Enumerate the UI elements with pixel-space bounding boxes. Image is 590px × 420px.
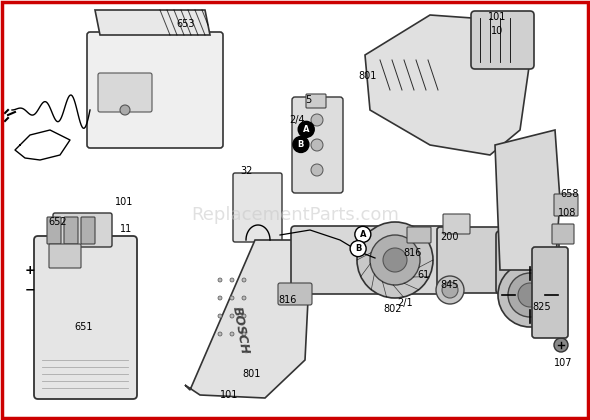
Text: 825: 825 [532, 302, 551, 312]
FancyBboxPatch shape [64, 217, 78, 244]
Text: 108: 108 [558, 208, 577, 218]
Text: 101: 101 [487, 12, 506, 22]
FancyBboxPatch shape [53, 213, 112, 247]
Text: 816: 816 [404, 248, 422, 258]
FancyBboxPatch shape [47, 217, 61, 244]
FancyBboxPatch shape [443, 214, 470, 234]
FancyBboxPatch shape [554, 194, 578, 216]
FancyBboxPatch shape [81, 217, 95, 244]
Circle shape [218, 278, 222, 282]
Text: 801: 801 [358, 71, 377, 81]
Circle shape [508, 273, 552, 317]
Circle shape [498, 263, 562, 327]
Circle shape [311, 139, 323, 151]
Text: 10: 10 [491, 26, 503, 36]
Text: 101: 101 [219, 390, 238, 400]
Text: 801: 801 [242, 369, 261, 379]
Text: 652: 652 [48, 217, 67, 227]
Circle shape [293, 136, 309, 152]
Circle shape [357, 222, 433, 298]
Circle shape [242, 296, 246, 300]
FancyBboxPatch shape [49, 244, 81, 268]
Text: 61: 61 [418, 270, 430, 280]
Text: 32: 32 [240, 166, 252, 176]
Text: 651: 651 [74, 322, 93, 332]
Text: A: A [303, 125, 310, 134]
FancyBboxPatch shape [98, 73, 152, 112]
FancyBboxPatch shape [437, 227, 503, 293]
Polygon shape [185, 240, 310, 398]
Text: BOSCH: BOSCH [230, 305, 251, 355]
FancyBboxPatch shape [278, 283, 312, 305]
Circle shape [230, 296, 234, 300]
Circle shape [350, 241, 366, 257]
Text: 2/4: 2/4 [289, 115, 304, 125]
Circle shape [242, 332, 246, 336]
Circle shape [218, 296, 222, 300]
FancyBboxPatch shape [292, 97, 343, 193]
Text: +: + [25, 263, 35, 276]
FancyBboxPatch shape [552, 224, 574, 244]
FancyBboxPatch shape [471, 11, 534, 69]
Circle shape [370, 235, 420, 285]
Text: ReplacementParts.com: ReplacementParts.com [191, 206, 399, 224]
Text: 101: 101 [115, 197, 134, 207]
Text: 816: 816 [278, 295, 297, 305]
Circle shape [120, 105, 130, 115]
FancyBboxPatch shape [496, 231, 559, 294]
Text: 107: 107 [554, 358, 573, 368]
Circle shape [517, 252, 537, 272]
FancyBboxPatch shape [407, 227, 431, 243]
Text: B: B [355, 244, 361, 253]
FancyBboxPatch shape [34, 236, 137, 399]
Polygon shape [495, 130, 560, 270]
Text: 845: 845 [440, 280, 459, 290]
Text: 658: 658 [560, 189, 579, 199]
Circle shape [311, 164, 323, 176]
Text: A: A [359, 230, 366, 239]
Text: 200: 200 [440, 232, 459, 242]
Text: 11: 11 [120, 224, 132, 234]
Circle shape [230, 278, 234, 282]
Text: 2/1: 2/1 [397, 298, 412, 308]
Circle shape [218, 332, 222, 336]
Circle shape [436, 276, 464, 304]
Circle shape [554, 338, 568, 352]
Circle shape [518, 283, 542, 307]
FancyBboxPatch shape [291, 226, 449, 294]
Text: −: − [25, 284, 35, 297]
Circle shape [383, 248, 407, 272]
Circle shape [442, 282, 458, 298]
FancyBboxPatch shape [532, 247, 568, 338]
FancyBboxPatch shape [306, 94, 326, 108]
Text: 653: 653 [176, 19, 195, 29]
Polygon shape [365, 15, 530, 155]
Polygon shape [95, 10, 210, 35]
Circle shape [507, 242, 547, 282]
Circle shape [298, 121, 314, 137]
FancyBboxPatch shape [87, 32, 223, 148]
Text: 5: 5 [305, 95, 311, 105]
Circle shape [242, 314, 246, 318]
Circle shape [355, 226, 371, 242]
FancyBboxPatch shape [233, 173, 282, 242]
Circle shape [242, 278, 246, 282]
Circle shape [218, 314, 222, 318]
Text: B: B [298, 140, 304, 149]
Circle shape [230, 332, 234, 336]
Circle shape [230, 314, 234, 318]
Text: 802: 802 [383, 304, 402, 314]
Circle shape [311, 114, 323, 126]
